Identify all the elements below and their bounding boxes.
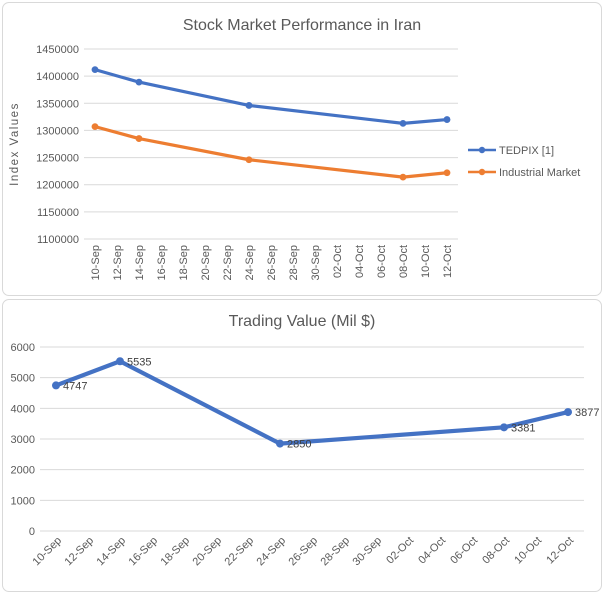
series-line-1 [93, 125, 449, 179]
data-point-marker [245, 102, 253, 109]
y-tick-label: 1350000 [36, 98, 79, 110]
data-point-label: 4747 [63, 380, 87, 392]
x-tick-label: 12-Sep [63, 535, 97, 569]
chart-title: Trading Value (Mil $) [229, 313, 376, 330]
line-chart-stock-market-performance: Stock Market Performance in Iran 1100000 1… [9, 17, 580, 280]
x-tick-label: 22-Sep [223, 535, 257, 569]
x-tick-label: 18-Sep [178, 245, 190, 280]
x-tick-label: 12-Oct [544, 535, 576, 567]
y-tick-label: 1450000 [36, 44, 79, 56]
x-tick-label: 26-Sep [266, 245, 278, 280]
x-tick-label: 08-Oct [480, 535, 512, 567]
y-tick-label: 5000 [11, 373, 35, 385]
x-tick-label: 10-Sep [90, 245, 102, 280]
data-point-marker [564, 408, 572, 417]
x-tick-label: 18-Sep [159, 535, 193, 569]
x-tick-label: 22-Sep [222, 245, 234, 280]
data-point-marker [399, 173, 407, 181]
y-tick-label: 1400000 [36, 71, 79, 83]
data-point-label: 3877 [575, 407, 599, 419]
legend-item: Industrial Market [468, 167, 580, 179]
x-tick-label: 12-Oct [442, 245, 454, 278]
series-line-0 [53, 359, 571, 446]
legend-label: TEDPIX [1] [499, 145, 554, 157]
x-tick-label: 28-Sep [288, 245, 300, 280]
chart-title: Stock Market Performance in Iran [183, 17, 421, 34]
data-point-marker [276, 439, 284, 448]
data-point-marker [443, 169, 451, 177]
x-tick-label: 20-Sep [200, 245, 212, 280]
x-tick-label: 30-Sep [310, 245, 322, 280]
data-point-marker [500, 423, 508, 432]
x-tick-label: 04-Oct [416, 535, 448, 567]
data-point-marker [135, 78, 143, 86]
data-point-marker [443, 116, 451, 123]
y-tick-label: 1150000 [37, 207, 79, 219]
data-point-marker [91, 123, 99, 131]
data-point-marker [245, 156, 253, 164]
legend-label: Industrial Market [499, 167, 580, 179]
data-point-label: 3381 [511, 422, 535, 434]
chart-panel-trading-value: Trading Value (Mil $) 0 1000 2000 3000 4000 50… [2, 299, 602, 592]
x-tick-label: 26-Sep [287, 535, 321, 569]
chart-panel-stock-market-performance: Stock Market Performance in Iran 1100000 1… [2, 2, 602, 296]
y-axis-title: Index Values [9, 102, 21, 186]
x-tick-label: 02-Oct [332, 245, 344, 278]
y-tick-label: 1000 [11, 495, 35, 507]
data-point-marker [116, 357, 124, 366]
y-tick-label: 0 [29, 526, 35, 538]
x-tick-label: 30-Sep [351, 535, 385, 569]
y-tick-label: 3000 [11, 434, 35, 446]
x-tick-label: 24-Sep [244, 245, 256, 280]
data-point-marker [135, 135, 143, 142]
series-line-0 [93, 68, 449, 125]
x-tick-label: 12-Sep [112, 245, 124, 280]
legend-marker [478, 146, 486, 154]
x-tick-label: 10-Oct [512, 535, 544, 567]
x-tick-label: 06-Oct [376, 245, 388, 278]
y-tick-label: 1200000 [36, 180, 79, 192]
line-chart-trading-value: Trading Value (Mil $) 0 1000 2000 3000 4000 50… [11, 313, 600, 569]
x-tick-label: 10-Oct [420, 245, 432, 278]
x-tick-label: 14-Sep [134, 245, 146, 280]
x-tick-label: 16-Sep [127, 535, 161, 569]
y-tick-label: 1300000 [36, 125, 79, 137]
data-point-label: 2850 [287, 439, 311, 451]
data-point-label: 5535 [127, 356, 151, 368]
data-point-marker [91, 66, 99, 74]
y-tick-label: 6000 [11, 342, 35, 354]
y-tick-label: 1100000 [37, 234, 79, 246]
y-tick-label: 4000 [11, 403, 35, 415]
x-tick-label: 28-Sep [319, 535, 353, 569]
legend-item: TEDPIX [1] [468, 145, 554, 157]
x-tick-label: 04-Oct [354, 245, 366, 278]
x-tick-label: 16-Sep [156, 245, 168, 280]
data-point-marker [399, 119, 407, 127]
data-point-marker [52, 381, 60, 390]
x-tick-label: 08-Oct [398, 245, 410, 278]
x-tick-label: 20-Sep [191, 535, 225, 569]
x-tick-label: 02-Oct [384, 535, 416, 567]
y-tick-label: 2000 [11, 465, 35, 477]
legend-marker [478, 168, 486, 176]
x-tick-label: 24-Sep [255, 535, 289, 569]
y-tick-label: 1250000 [36, 153, 79, 165]
x-tick-label: 06-Oct [448, 535, 480, 567]
x-tick-label: 10-Sep [31, 535, 65, 569]
x-tick-label: 14-Sep [95, 535, 129, 569]
